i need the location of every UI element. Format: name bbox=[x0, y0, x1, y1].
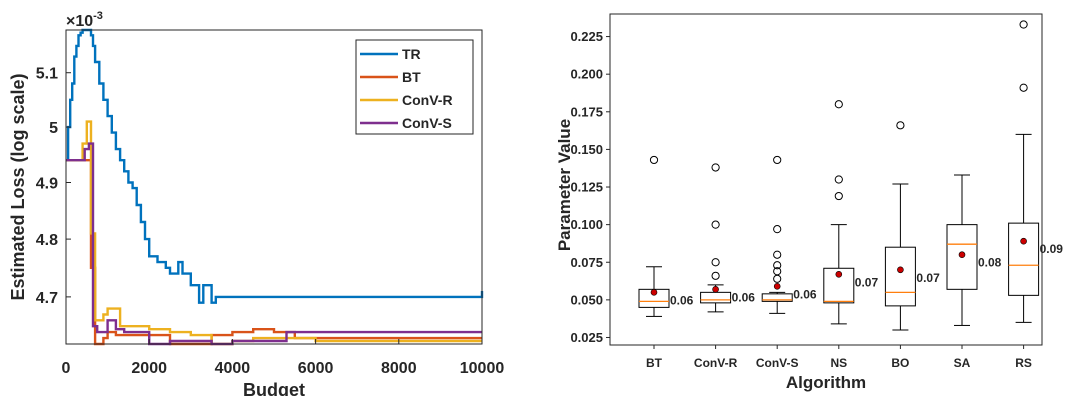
x-tick-label: ConV-R bbox=[694, 356, 738, 370]
x-tick-label: BO bbox=[891, 356, 909, 370]
iqr-box bbox=[1008, 222, 1040, 296]
y-tick-label: 0.200 bbox=[570, 67, 603, 82]
outlier-point bbox=[1019, 20, 1028, 29]
loss-y-ticks: 4.7 4.8 4.9 5 5.1 bbox=[36, 66, 71, 307]
iqr-box bbox=[761, 293, 793, 302]
y-tick-label: 4.9 bbox=[36, 176, 58, 193]
outlier-point bbox=[834, 191, 843, 201]
outlier-point bbox=[834, 100, 843, 109]
y-tick-label: 0.100 bbox=[570, 217, 603, 232]
x-tick-label: 0 bbox=[62, 360, 71, 377]
loss-legend: TR BT ConV-R ConV-S bbox=[355, 39, 474, 135]
outlier-point bbox=[773, 267, 782, 276]
x-tick-label: RS bbox=[1015, 356, 1032, 370]
x-tick-label: ConV-S bbox=[756, 356, 799, 370]
y-tick-label: 0.150 bbox=[570, 142, 603, 157]
outlier-point bbox=[834, 175, 843, 184]
y-tick-label: 0.050 bbox=[570, 292, 603, 307]
mean-marker bbox=[1020, 237, 1027, 245]
y-tick-label: 4.8 bbox=[36, 232, 58, 249]
outlier-point bbox=[773, 261, 782, 270]
y-tick-label: 0.125 bbox=[570, 180, 603, 195]
box-y-ticks: 0.025 0.050 0.075 0.100 0.125 0.150 0.175 0.200… bbox=[570, 29, 610, 345]
loss-x-ticks: 0 2000 4000 6000 8000 10000 bbox=[62, 339, 505, 377]
mean-label: 0.07 bbox=[855, 275, 879, 289]
box-rs: 0.09 bbox=[1008, 20, 1064, 323]
mean-label: 0.06 bbox=[732, 290, 756, 304]
legend-label: BT bbox=[402, 69, 421, 85]
mean-label: 0.06 bbox=[670, 293, 694, 307]
mean-label: 0.09 bbox=[1040, 242, 1064, 256]
box-x-ticks: BT ConV-R ConV-S NS BO SA RS bbox=[646, 345, 1032, 370]
outlier-point bbox=[773, 225, 782, 234]
outlier-point bbox=[711, 163, 720, 172]
outlier-point bbox=[649, 155, 659, 165]
iqr-box bbox=[884, 246, 916, 307]
outlier-point bbox=[773, 250, 782, 259]
outlier-point bbox=[773, 155, 782, 165]
box-plot-frame bbox=[609, 13, 1043, 346]
mean-marker bbox=[958, 251, 966, 259]
y-tick-label: 0.175 bbox=[570, 104, 603, 119]
loss-x-axis-label: Budget bbox=[243, 380, 305, 396]
legend-label: TR bbox=[402, 46, 421, 62]
box-x-axis-label: Algorithm bbox=[786, 373, 866, 392]
mean-label: 0.06 bbox=[793, 287, 817, 301]
loss-y-exponent: ×10-3 bbox=[66, 10, 103, 30]
iqr-box bbox=[946, 224, 978, 290]
outlier-point bbox=[896, 121, 905, 130]
y-tick-label: 5 bbox=[49, 120, 58, 137]
x-tick-label: SA bbox=[954, 356, 971, 370]
x-tick-label: 10000 bbox=[460, 360, 505, 377]
series-line-conv-r bbox=[66, 120, 482, 346]
x-tick-label: NS bbox=[830, 356, 847, 370]
box-bt: 0.06 bbox=[638, 155, 694, 317]
mean-marker bbox=[650, 289, 658, 296]
x-tick-label: 6000 bbox=[298, 360, 334, 377]
legend-label: ConV-R bbox=[402, 92, 453, 108]
x-tick-label: 4000 bbox=[215, 360, 251, 377]
outlier-point bbox=[711, 220, 720, 229]
outlier-point bbox=[711, 258, 720, 267]
y-tick-label: 5.1 bbox=[36, 66, 58, 83]
box-sa: 0.08 bbox=[946, 174, 1002, 326]
legend-entries: TR BT ConV-R ConV-S bbox=[360, 46, 453, 131]
mean-label: 0.07 bbox=[916, 271, 940, 285]
mean-marker bbox=[712, 286, 719, 293]
outlier-point bbox=[711, 271, 720, 280]
box-elements: 0.06 0.06 0.06 0.07 0.07 0.08 0.09 bbox=[638, 20, 1064, 331]
box-conv-r: 0.06 bbox=[700, 163, 756, 313]
x-tick-label: 8000 bbox=[381, 360, 417, 377]
y-tick-label: 0.075 bbox=[570, 255, 603, 270]
iqr-box bbox=[700, 291, 732, 304]
box-bo: 0.07 bbox=[884, 121, 940, 331]
outlier-point bbox=[773, 274, 782, 283]
series-line-bt bbox=[66, 159, 482, 346]
legend-label: ConV-S bbox=[402, 115, 452, 131]
parameter-boxplot: 0.025 0.050 0.075 0.100 0.125 0.150 0.175 0.200… bbox=[555, 13, 1064, 392]
x-tick-label: 2000 bbox=[131, 360, 167, 377]
box-ns: 0.07 bbox=[823, 100, 879, 325]
mean-marker bbox=[773, 283, 781, 290]
mean-marker bbox=[897, 266, 904, 274]
y-tick-label: 0.025 bbox=[570, 330, 603, 345]
box-conv-s: 0.06 bbox=[761, 155, 817, 314]
outlier-point bbox=[1019, 83, 1028, 92]
loss-chart: 0 2000 4000 6000 8000 10000 4.7 4.8 4.9 5 5.1 ×10… bbox=[8, 10, 504, 396]
loss-plot-frame bbox=[65, 29, 483, 345]
loss-y-axis-label: Estimated Loss (log scale) bbox=[8, 73, 28, 300]
mean-label: 0.08 bbox=[978, 256, 1002, 270]
iqr-box bbox=[823, 267, 855, 304]
mean-marker bbox=[835, 270, 843, 278]
box-y-axis-label: Parameter Value bbox=[555, 119, 574, 251]
legend-box bbox=[355, 39, 474, 135]
series-line-tr bbox=[66, 28, 484, 304]
y-tick-label: 0.225 bbox=[570, 29, 603, 44]
x-tick-label: BT bbox=[646, 356, 663, 370]
y-tick-label: 4.7 bbox=[36, 290, 58, 307]
